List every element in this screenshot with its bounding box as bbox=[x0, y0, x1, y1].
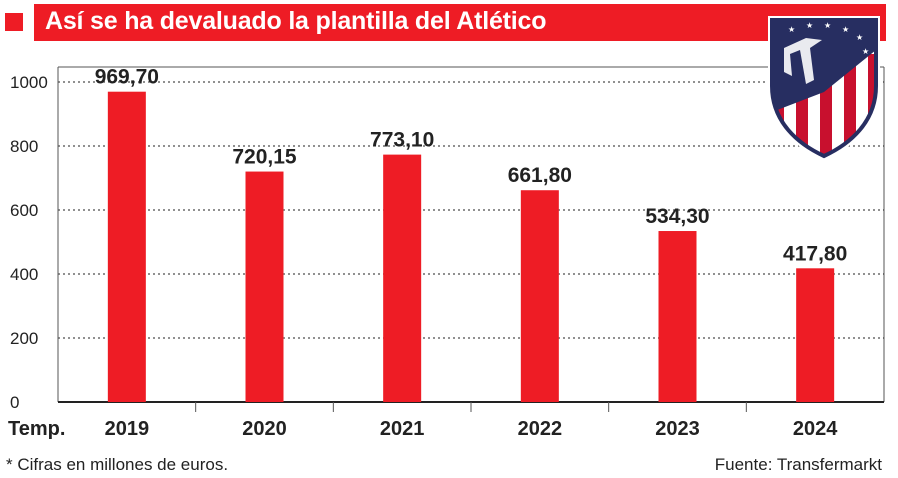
svg-text:★: ★ bbox=[806, 21, 813, 30]
bar bbox=[796, 268, 835, 402]
bar-value-label: 773,10 bbox=[370, 129, 434, 152]
y-tick-label: 600 bbox=[10, 201, 38, 220]
bar bbox=[107, 91, 146, 403]
svg-text:★: ★ bbox=[856, 33, 863, 42]
y-tick-label: 1000 bbox=[10, 73, 48, 92]
bar-value-label: 720,15 bbox=[232, 146, 297, 169]
x-tick-label: 2024 bbox=[793, 418, 838, 440]
bar bbox=[245, 171, 284, 402]
svg-text:★: ★ bbox=[862, 47, 869, 56]
bar-value-label: 661,80 bbox=[508, 164, 572, 187]
x-axis-label: Temp. bbox=[8, 418, 65, 440]
x-tick-label: 2023 bbox=[655, 418, 700, 440]
bar bbox=[520, 190, 559, 402]
x-tick-label: 2021 bbox=[380, 418, 425, 440]
y-tick-label: 800 bbox=[10, 137, 38, 156]
x-tick-label: 2019 bbox=[105, 418, 150, 440]
svg-text:★: ★ bbox=[842, 25, 849, 34]
footnote: * Cifras en millones de euros. bbox=[6, 455, 229, 474]
bar-value-label: 534,30 bbox=[645, 205, 709, 228]
svg-text:★: ★ bbox=[788, 25, 795, 34]
bar-value-label: 969,70 bbox=[95, 66, 159, 89]
y-tick-label: 200 bbox=[10, 329, 38, 348]
svg-text:★: ★ bbox=[824, 21, 831, 30]
x-tick-label: 2022 bbox=[518, 418, 563, 440]
bar bbox=[383, 154, 422, 402]
bar bbox=[658, 231, 697, 402]
header-square bbox=[5, 13, 23, 31]
chart-title: Así se ha devaluado la plantilla del Atl… bbox=[45, 7, 547, 35]
bar-value-label: 417,80 bbox=[783, 242, 847, 265]
x-tick-label: 2020 bbox=[242, 418, 287, 440]
source-credit: Fuente: Transfermarkt bbox=[714, 455, 882, 474]
header-bar bbox=[34, 4, 886, 41]
header-banner: Así se ha devaluado la plantilla del Atl… bbox=[0, 0, 898, 41]
atletico-crest-logo: ★ ★ ★ ★ ★ ★ bbox=[768, 16, 880, 160]
y-tick-label: 400 bbox=[10, 265, 38, 284]
y-tick-label: 0 bbox=[10, 393, 19, 412]
